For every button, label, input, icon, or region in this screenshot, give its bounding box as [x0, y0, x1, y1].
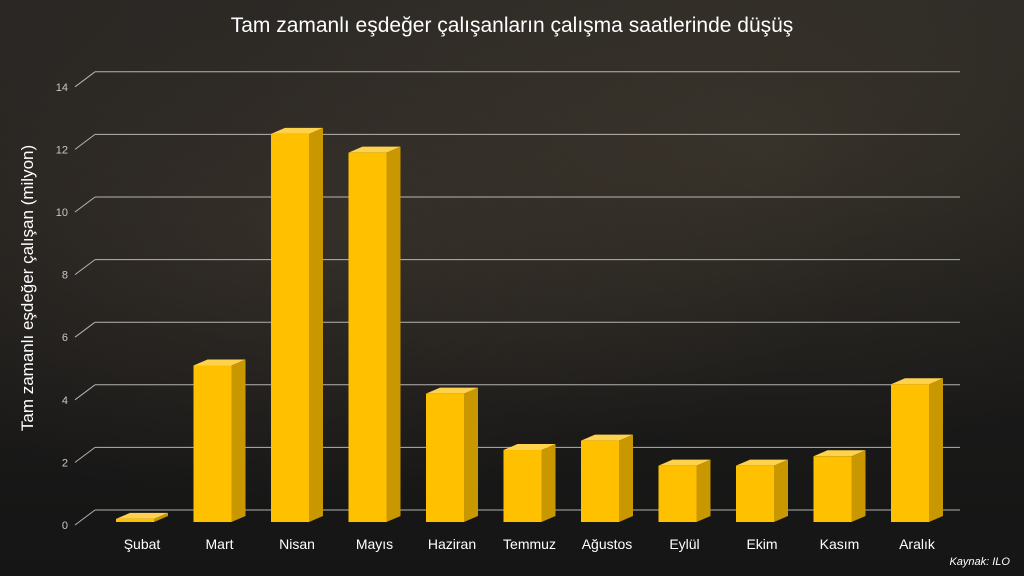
bar-side: [696, 459, 711, 522]
bar-top: [813, 450, 866, 457]
bar-side: [154, 512, 168, 522]
y-tick-label: 12: [56, 144, 68, 156]
x-tick-label: Eylül: [669, 536, 699, 552]
x-tick-label: Mayıs: [356, 536, 393, 552]
y-tick-label: 10: [56, 207, 68, 219]
grid-line-diag: [74, 133, 96, 150]
y-tick-label: 4: [62, 395, 68, 407]
bar-top: [736, 459, 788, 466]
grid-line-diag: [74, 259, 96, 276]
chart-title: Tam zamanlı eşdeğer çalışanların çalışma…: [230, 14, 794, 37]
x-tick-label: Temmuz: [503, 536, 556, 552]
bar: [116, 518, 154, 522]
grid-line-diag: [74, 446, 96, 463]
bar: [426, 393, 464, 522]
bar-side: [386, 146, 401, 522]
bar: [581, 440, 619, 522]
bar-side: [851, 450, 866, 522]
x-tick-label: Aralık: [899, 536, 936, 552]
bar: [891, 384, 929, 522]
y-tick-label: 2: [62, 457, 68, 469]
bar-side: [541, 444, 556, 522]
bar-side: [619, 434, 633, 522]
x-tick-label: Ekim: [746, 536, 777, 552]
grid-line-diag: [74, 71, 96, 88]
bar-side: [309, 127, 323, 522]
bar-side: [774, 459, 788, 522]
bar: [503, 450, 542, 522]
x-tick-label: Şubat: [124, 536, 161, 552]
x-tick-label: Nisan: [279, 536, 315, 552]
source-note: Kaynak: ILO: [949, 556, 1010, 568]
grid-line-diag: [74, 384, 96, 401]
bar: [348, 152, 387, 522]
bar-top: [503, 444, 556, 451]
x-tick-label: Kasım: [820, 536, 860, 552]
bar-side: [929, 378, 943, 522]
bar-side: [231, 359, 246, 522]
x-tick-label: Mart: [206, 536, 234, 552]
bar-top: [891, 378, 943, 385]
x-tick-label: Ağustos: [582, 536, 633, 552]
bar: [193, 365, 232, 522]
bar-side: [464, 387, 478, 522]
y-tick-label: 8: [62, 270, 68, 282]
grid-line-diag: [74, 321, 96, 338]
x-tick-label: Haziran: [428, 536, 476, 552]
grid-line-diag: [74, 509, 96, 526]
grid-line-diag: [74, 196, 96, 213]
bar-top: [193, 359, 246, 366]
y-tick-label: 14: [56, 82, 68, 94]
bar-top: [581, 434, 633, 441]
y-tick-label: 6: [62, 332, 68, 344]
bar-top: [271, 127, 323, 134]
y-tick-label: 0: [62, 520, 68, 532]
bar: [658, 465, 697, 522]
bar-top: [348, 146, 401, 153]
bar-top: [658, 459, 711, 466]
y-axis-label: Tam zamanlı eşdeğer çalışan (milyon): [18, 144, 37, 432]
bar: [813, 456, 852, 522]
bar-top: [116, 512, 168, 519]
bar: [736, 465, 774, 522]
bar: [271, 133, 309, 522]
bar-top: [426, 387, 478, 394]
